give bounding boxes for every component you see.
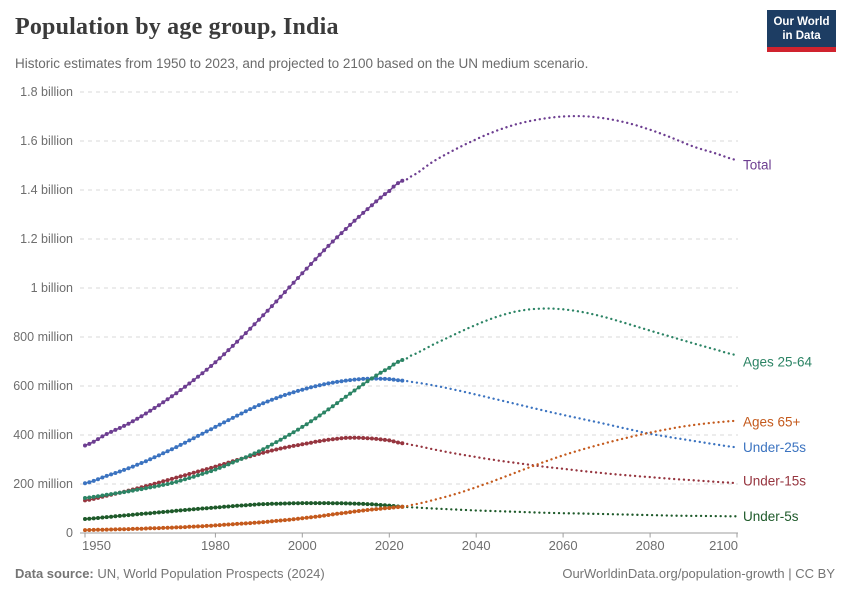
series-line-projected-ages-25-64 (401, 307, 739, 362)
page-title: Population by age group, India (15, 14, 339, 40)
chart-svg: 0 200 million 400 million 600 million 800 mi… (13, 85, 813, 553)
series-line-projected-under-25s (401, 379, 739, 449)
series-label-total: Total (743, 158, 772, 173)
y-tick-label: 1 billion (31, 281, 73, 295)
owid-citation-link[interactable]: OurWorldinData.org/population-growth | C… (562, 566, 835, 581)
series-label-ages-25-64: Ages 25-64 (743, 355, 813, 370)
series-markers-total (83, 178, 405, 448)
data-source-text: UN, World Population Prospects (2024) (93, 566, 325, 581)
series-line-projected-under-15s (401, 442, 739, 485)
series-markers-under-5s (83, 501, 405, 521)
series-markers-under-15s (83, 435, 405, 503)
x-tick-label: 2000 (288, 538, 317, 553)
series-markers-under-25s (83, 376, 405, 486)
y-tick-label: 1.2 billion (20, 232, 73, 246)
y-tick-label: 0 (66, 526, 73, 540)
x-tick-label: 2100 (709, 538, 738, 553)
x-tick-label: 2060 (549, 538, 578, 553)
series-markers-ages-65plus (83, 504, 405, 533)
y-tick-label: 1.6 billion (20, 134, 73, 148)
data-source: Data source: UN, World Population Prospe… (15, 566, 325, 581)
line-chart: 0 200 million 400 million 600 million 800 mi… (0, 85, 850, 563)
y-tick-label: 1.4 billion (20, 183, 73, 197)
owid-logo: Our World in Data (767, 10, 836, 52)
series-label-under-15s: Under-15s (743, 474, 806, 489)
chart-subtitle: Historic estimates from 1950 to 2023, an… (15, 56, 589, 71)
series-markers-ages-25-64 (83, 358, 405, 500)
y-tick-label: 200 million (13, 477, 73, 491)
owid-logo-line2: in Data (782, 30, 821, 42)
y-tick-label: 1.8 billion (20, 85, 73, 99)
owid-logo-line1: Our World (773, 16, 830, 28)
y-tick-label: 400 million (13, 428, 73, 442)
y-tick-label: 800 million (13, 330, 73, 344)
x-tick-label: 2080 (636, 538, 665, 553)
chart-footer: Data source: UN, World Population Prospe… (15, 566, 835, 581)
x-tick-label: 2040 (462, 538, 491, 553)
data-source-label: Data source: (15, 566, 94, 581)
x-tick-label: 1950 (82, 538, 111, 553)
x-tick-label: 2020 (375, 538, 404, 553)
series-label-under-5s: Under-5s (743, 509, 799, 524)
series-line-projected-total (401, 114, 739, 182)
series-line-projected-under-5s (401, 505, 739, 518)
y-tick-label: 600 million (13, 379, 73, 393)
x-tick-label: 1980 (201, 538, 230, 553)
series-label-ages-65plus: Ages 65+ (743, 414, 801, 429)
series-line-projected-ages-65plus (401, 419, 739, 508)
series-label-under-25s: Under-25s (743, 440, 806, 455)
